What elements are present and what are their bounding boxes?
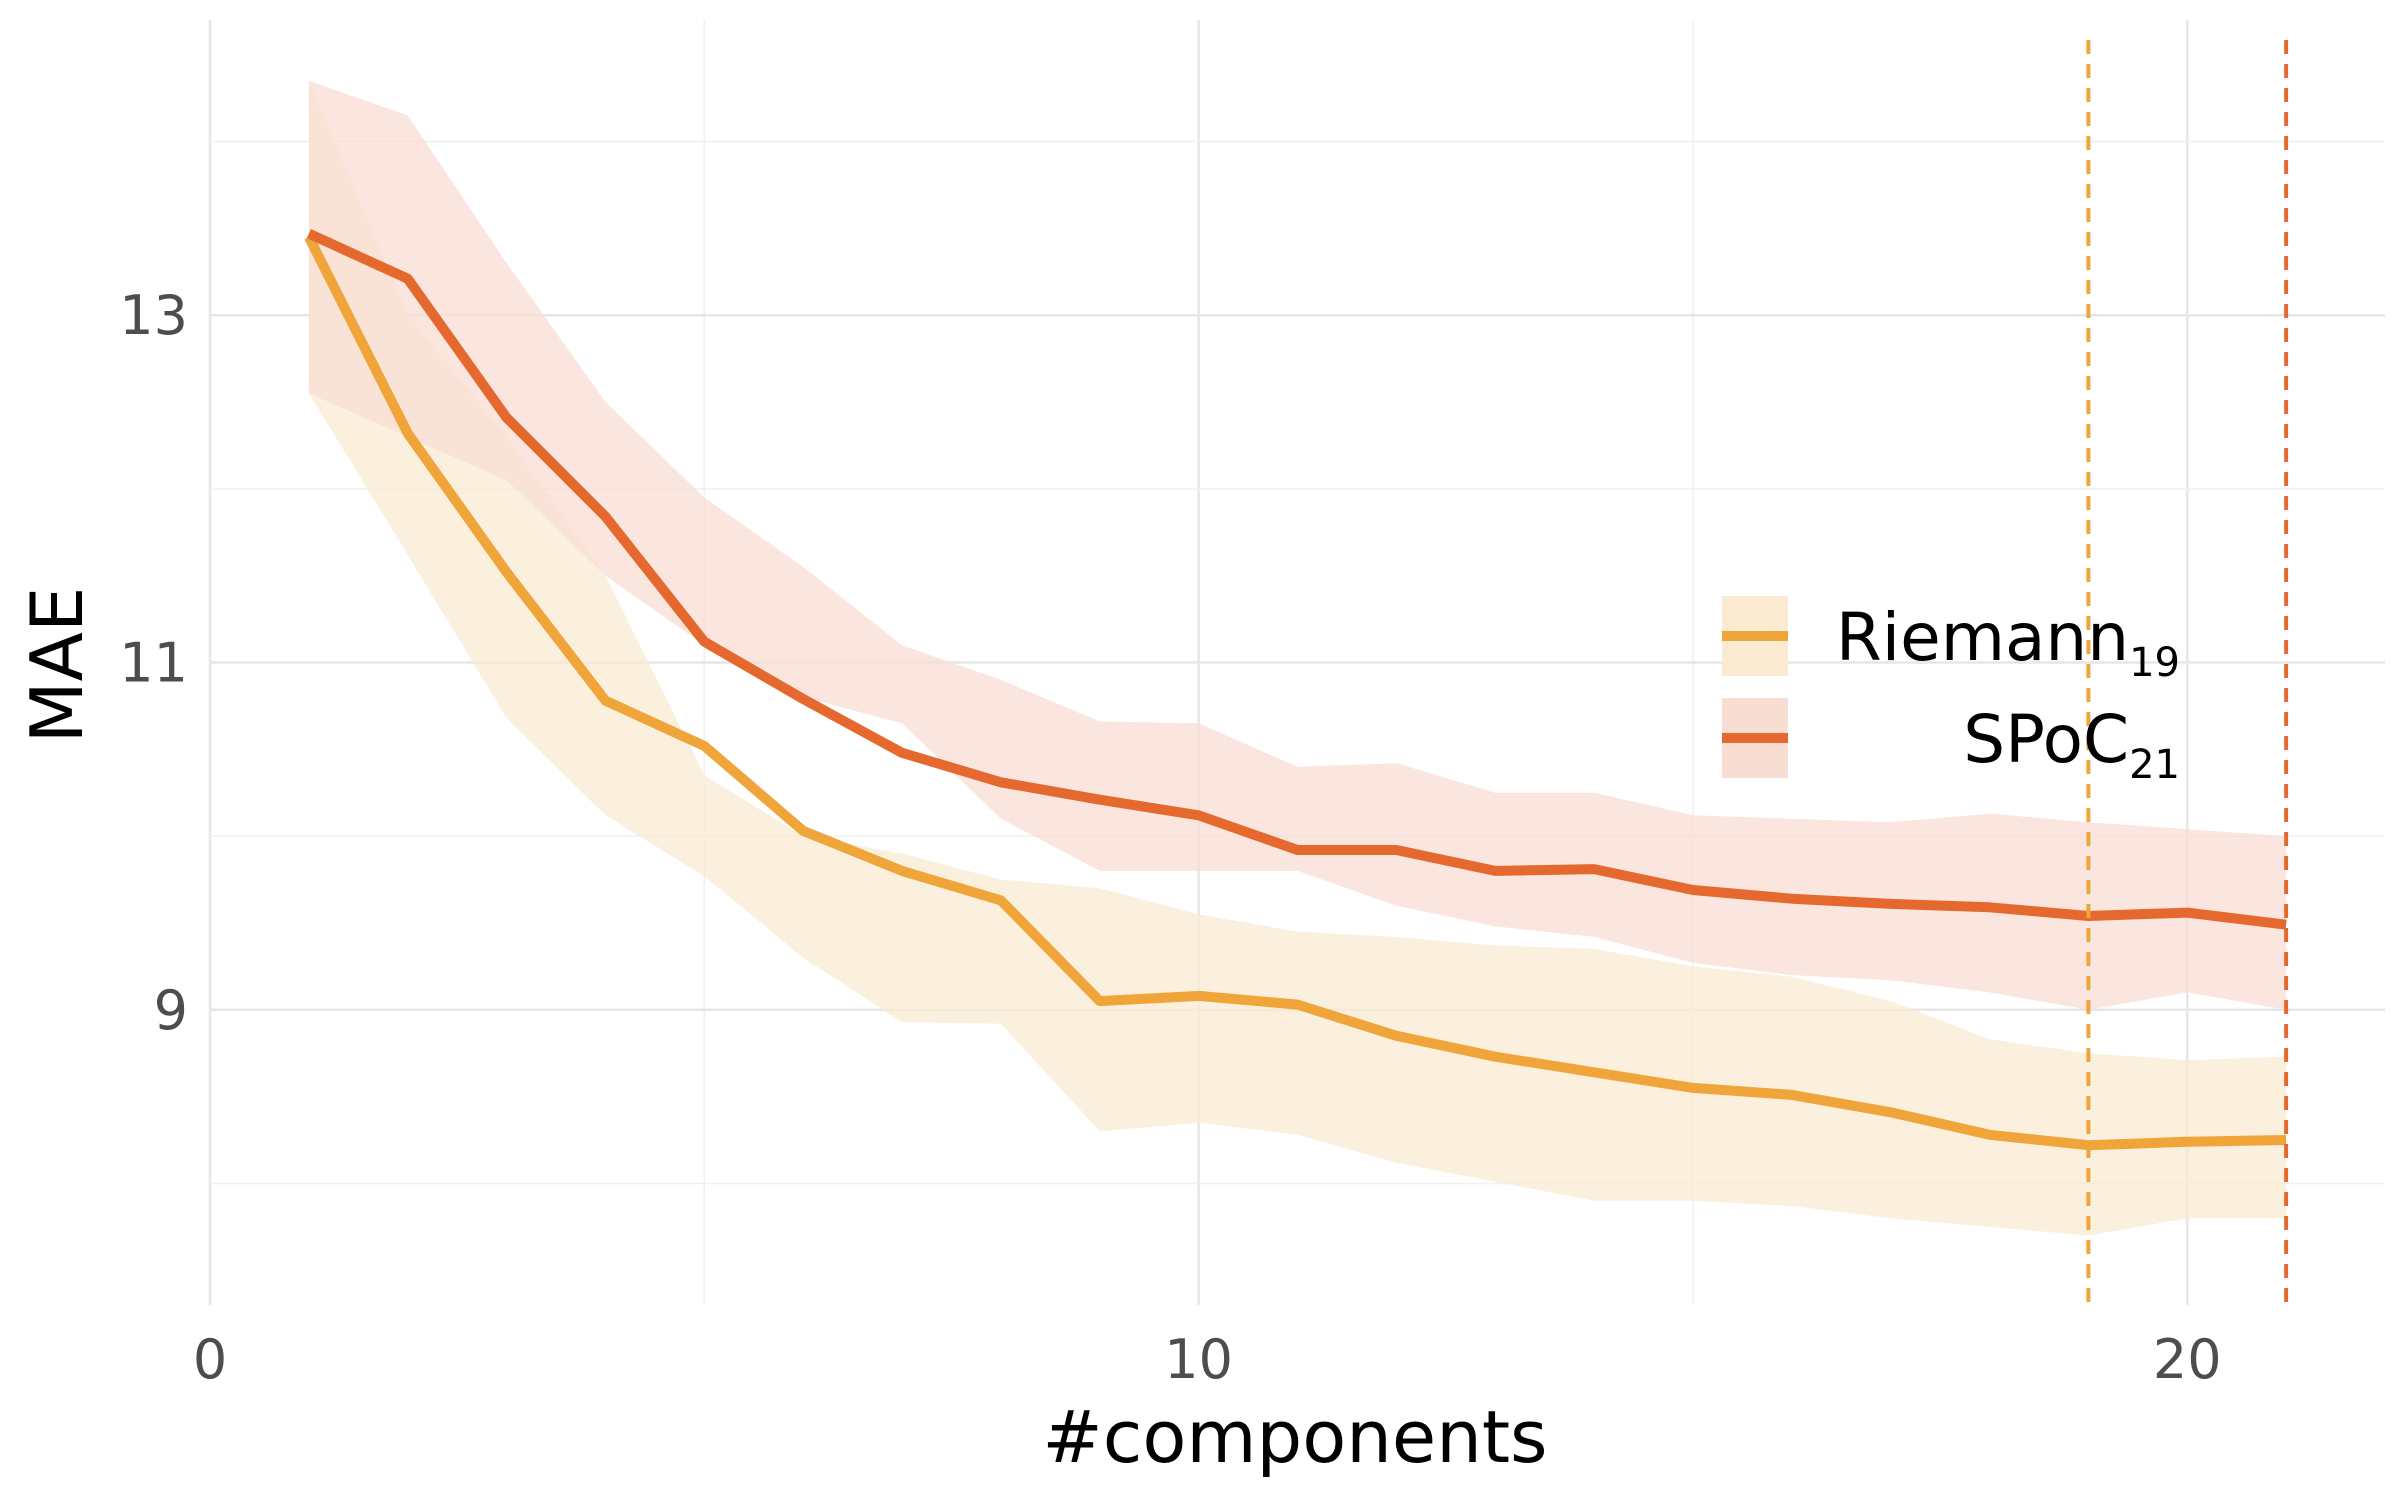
spoc-legend-subscript: 21	[2129, 742, 2180, 788]
riemann-legend-name: Riemann	[1836, 599, 2129, 676]
y-tick-label: 11	[119, 632, 188, 695]
spoc-legend-name: SPoC	[1963, 701, 2129, 778]
y-tick-label: 9	[154, 979, 188, 1042]
riemann-confidence-band	[308, 80, 2287, 1236]
spoc-confidence-band	[308, 80, 2287, 1010]
selected-component-markers	[2086, 40, 2289, 1305]
y-tick-label: 13	[119, 284, 188, 347]
x-tick-label: 20	[2153, 1328, 2222, 1391]
spoc-legend-label: SPoC21	[1963, 701, 2180, 788]
x-tick-label: 0	[193, 1328, 227, 1391]
x-tick-label: 10	[1164, 1328, 1233, 1391]
series-lines	[304, 229, 2287, 1151]
x-axis-title: #components	[1042, 1395, 1547, 1479]
riemann-legend-subscript: 19	[2129, 640, 2180, 686]
spoc-line	[306, 229, 2287, 930]
y-axis-title: MAE	[15, 587, 99, 744]
tick-labels: 0 10 20 9 11 13	[119, 284, 2221, 1391]
riemann-line	[304, 234, 2287, 1151]
riemann-legend-label: Riemann19	[1836, 599, 2180, 686]
